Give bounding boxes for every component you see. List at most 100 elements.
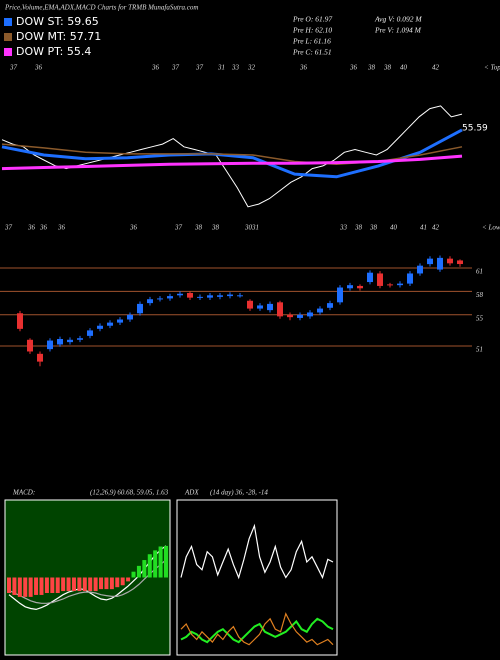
stat: Pre C: 61.51 <box>292 48 332 57</box>
histogram-bar <box>23 577 28 597</box>
candle-body <box>17 313 23 329</box>
histogram-bar <box>39 577 44 595</box>
y-tick-label: 61 <box>476 268 483 276</box>
price-annotation: 55.59 <box>462 124 488 134</box>
legend-swatch <box>4 48 12 56</box>
candle-body <box>277 302 283 317</box>
candle-body <box>437 257 443 270</box>
date-label: 31 <box>217 64 225 72</box>
date-label: 36 <box>129 224 138 232</box>
date-label: 36 <box>34 64 43 72</box>
date-label: 36 <box>151 64 160 72</box>
date-label: 37 <box>9 64 18 72</box>
candle-body <box>457 260 463 265</box>
date-label: 38 <box>194 224 203 232</box>
candle-body <box>217 295 223 297</box>
histogram-bar <box>77 577 82 592</box>
date-label: 37 <box>171 64 180 72</box>
date-label: 36 <box>299 64 308 72</box>
date-label: 38 <box>354 224 363 232</box>
candle-body <box>177 293 183 296</box>
candle-body <box>397 283 403 286</box>
histogram-bar <box>7 577 11 593</box>
date-label: 42 <box>432 64 440 72</box>
line <box>180 612 334 646</box>
histogram-bar <box>44 577 49 593</box>
histogram-bar <box>147 554 152 578</box>
date-label: 36 <box>57 224 66 232</box>
candle-body <box>77 338 83 340</box>
panel-subtitle: (12,26,9) 60.68, 59.05, 1.63 <box>90 489 169 497</box>
date-label: 37 <box>174 224 183 232</box>
candle-body <box>267 303 273 311</box>
candle-body <box>377 273 383 286</box>
histogram-bar <box>34 577 39 595</box>
candle-body <box>237 295 243 297</box>
legend-label: DOW ST: 59.65 <box>16 15 99 28</box>
candle-body <box>327 303 333 308</box>
candle-body <box>227 294 233 297</box>
candle-body <box>347 285 353 289</box>
candle-body <box>167 296 173 299</box>
date-label: 42 <box>432 224 440 232</box>
histogram-bar <box>131 571 136 578</box>
stat: Pre V: 1.094 M <box>374 26 422 35</box>
date-label: 40 <box>400 64 408 72</box>
date-label: 31 <box>251 224 259 232</box>
date-label: 36 <box>39 224 48 232</box>
candle-body <box>127 314 133 320</box>
legend-label: DOW MT: 57.71 <box>16 30 101 43</box>
histogram-bar <box>93 577 98 592</box>
histogram-bar <box>109 577 114 590</box>
date-label: 37 <box>195 64 204 72</box>
y-tick-label: 51 <box>476 346 483 354</box>
histogram-bar <box>61 577 66 592</box>
date-label: 38 <box>367 64 376 72</box>
date-label: 30 <box>244 224 253 232</box>
axis-note: < Topo <box>484 64 500 72</box>
candle-body <box>387 284 393 286</box>
y-tick-label: 55 <box>476 314 484 322</box>
histogram-bar <box>12 577 17 595</box>
candle-body <box>307 312 313 317</box>
histogram-bar <box>99 577 104 590</box>
date-label: 38 <box>369 224 378 232</box>
candle-body <box>287 314 293 318</box>
candle-body <box>137 303 143 314</box>
candle-body <box>427 258 433 265</box>
histogram-bar <box>142 560 147 578</box>
candle-body <box>367 272 373 283</box>
candle-body <box>247 300 253 309</box>
line <box>1 154 463 171</box>
line <box>8 559 167 604</box>
histogram-bar <box>115 577 120 588</box>
stat: Pre H: 62.10 <box>292 26 332 35</box>
date-label: 33 <box>339 224 348 232</box>
candle-body <box>37 353 43 362</box>
candle-body <box>157 298 163 300</box>
line <box>180 617 334 644</box>
histogram-bar <box>82 577 87 592</box>
date-label: 41 <box>420 224 427 232</box>
candle-body <box>187 292 193 298</box>
candle-body <box>257 305 263 309</box>
candle-body <box>297 314 303 318</box>
histogram-bar <box>120 577 125 586</box>
legend-swatch <box>4 18 12 26</box>
page-title: Price,Volume,EMA,ADX,MACD Charts for TRM… <box>4 4 198 12</box>
stat: Pre O: 61.97 <box>292 15 332 24</box>
candle-body <box>447 258 453 264</box>
date-label: 38 <box>383 64 392 72</box>
line <box>180 523 334 580</box>
histogram-bar <box>66 577 71 592</box>
date-label: 33 <box>231 64 240 72</box>
legend-swatch <box>4 33 12 41</box>
candle-body <box>117 319 123 323</box>
date-label: 38 <box>211 224 220 232</box>
candle-body <box>197 296 203 298</box>
histogram-bar <box>158 546 163 578</box>
candle-body <box>27 339 33 352</box>
candle-body <box>47 340 53 350</box>
stat: Avg V: 0.092 M <box>374 15 422 24</box>
